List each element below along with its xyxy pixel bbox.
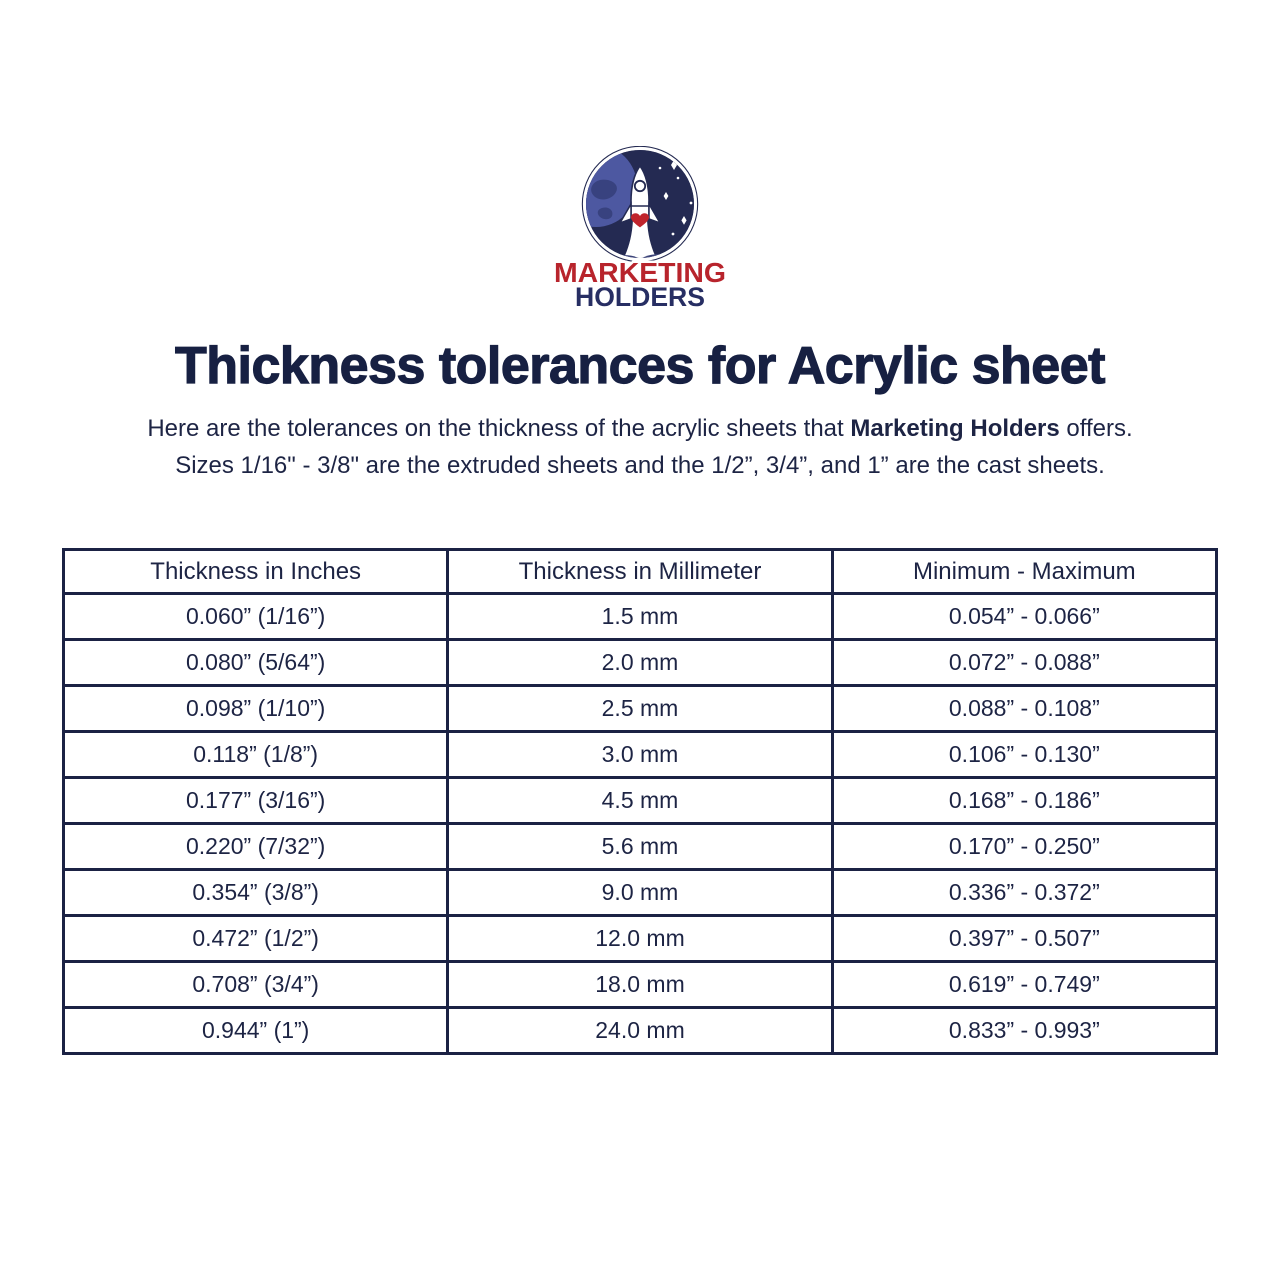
table-cell: 9.0 mm — [446, 868, 834, 917]
intro-line1-brand: Marketing Holders — [850, 415, 1060, 442]
table-header: Thickness in Inches Thickness in Millime… — [61, 548, 1219, 595]
table-cell: 0.168” - 0.186” — [830, 776, 1219, 825]
brand-name-line1: MARKETING — [554, 257, 726, 288]
intro-line1-suffix: offers. — [1059, 415, 1133, 442]
table-cell: 24.0 mm — [446, 1006, 834, 1055]
table-cell: 0.060” (1/16”) — [61, 592, 450, 641]
table-row: 0.220” (7/32”) 5.6 mm 0.170” - 0.250” — [61, 822, 1219, 871]
table-cell: 2.0 mm — [446, 638, 834, 687]
tolerance-table: Thickness in Inches Thickness in Millime… — [61, 548, 1219, 1055]
table-row: 0.944” (1”) 24.0 mm 0.833” - 0.993” — [61, 1006, 1219, 1055]
table-cell: 0.472” (1/2”) — [61, 914, 450, 963]
table-row: 0.118” (1/8”) 3.0 mm 0.106” - 0.130” — [61, 730, 1219, 779]
table-cell: 0.354” (3/8”) — [61, 868, 450, 917]
table-cell: 0.106” - 0.130” — [830, 730, 1219, 779]
table-cell: 0.336” - 0.372” — [830, 868, 1219, 917]
table-row: 0.708” (3/4”) 18.0 mm 0.619” - 0.749” — [61, 960, 1219, 1009]
brand-name-line2: HOLDERS — [575, 282, 705, 310]
table-row: 0.472” (1/2”) 12.0 mm 0.397” - 0.507” — [61, 914, 1219, 963]
table-row: 0.060” (1/16”) 1.5 mm 0.054” - 0.066” — [61, 592, 1219, 641]
table-cell: 0.619” - 0.749” — [830, 960, 1219, 1009]
intro-line1-prefix: Here are the tolerances on the thickness… — [147, 415, 851, 442]
table-cell: 12.0 mm — [446, 914, 834, 963]
table-cell: 0.072” - 0.088” — [830, 638, 1219, 687]
table-cell: 0.833” - 0.993” — [830, 1006, 1219, 1055]
table-row: 0.098” (1/10”) 2.5 mm 0.088” - 0.108” — [61, 684, 1219, 733]
table-cell: 0.170” - 0.250” — [830, 822, 1219, 871]
page-title: Thickness tolerances for Acrylic sheet — [174, 336, 1106, 395]
column-header-min-max: Minimum - Maximum — [830, 548, 1219, 595]
table-cell: 18.0 mm — [446, 960, 834, 1009]
table-cell: 0.944” (1”) — [61, 1006, 450, 1055]
table-row: 0.354” (3/8”) 9.0 mm 0.336” - 0.372” — [61, 868, 1219, 917]
rocket-icon — [618, 164, 662, 228]
table-cell: 0.220” (7/32”) — [61, 822, 450, 871]
intro-line2: Sizes 1/16" - 3/8" are the extruded shee… — [175, 452, 1105, 479]
table-cell: 1.5 mm — [446, 592, 834, 641]
table-cell: 0.177” (3/16”) — [61, 776, 450, 825]
table-cell: 0.080” (5/64”) — [61, 638, 450, 687]
column-header-millimeter: Thickness in Millimeter — [446, 548, 834, 595]
rocket-exhaust-icon — [622, 220, 658, 258]
table-cell: 0.708” (3/4”) — [61, 960, 450, 1009]
table-cell: 5.6 mm — [446, 822, 834, 871]
table-cell: 4.5 mm — [446, 776, 834, 825]
table-row: 0.177” (3/16”) 4.5 mm 0.168” - 0.186” — [61, 776, 1219, 825]
heart-icon — [631, 213, 649, 228]
table-body: 0.060” (1/16”) 1.5 mm 0.054” - 0.066” 0.080… — [61, 592, 1219, 1055]
marketing-holders-logo-icon: MARKETING HOLDERS — [552, 146, 729, 310]
table-cell: 3.0 mm — [446, 730, 834, 779]
column-header-inches: Thickness in Inches — [61, 548, 450, 595]
table-cell: 0.118” (1/8”) — [61, 730, 450, 779]
table-row: 0.080” (5/64”) 2.0 mm 0.072” - 0.088” — [61, 638, 1219, 687]
table-cell: 2.5 mm — [446, 684, 834, 733]
table-cell: 0.088” - 0.108” — [830, 684, 1219, 733]
intro-text: Here are the tolerances on the thickness… — [50, 410, 1230, 484]
table-header-row: Thickness in Inches Thickness in Millime… — [61, 548, 1219, 595]
table-cell: 0.054” - 0.066” — [830, 592, 1219, 641]
logo: MARKETING HOLDERS — [0, 0, 1280, 310]
table-cell: 0.397” - 0.507” — [830, 914, 1219, 963]
table-cell: 0.098” (1/10”) — [61, 684, 450, 733]
